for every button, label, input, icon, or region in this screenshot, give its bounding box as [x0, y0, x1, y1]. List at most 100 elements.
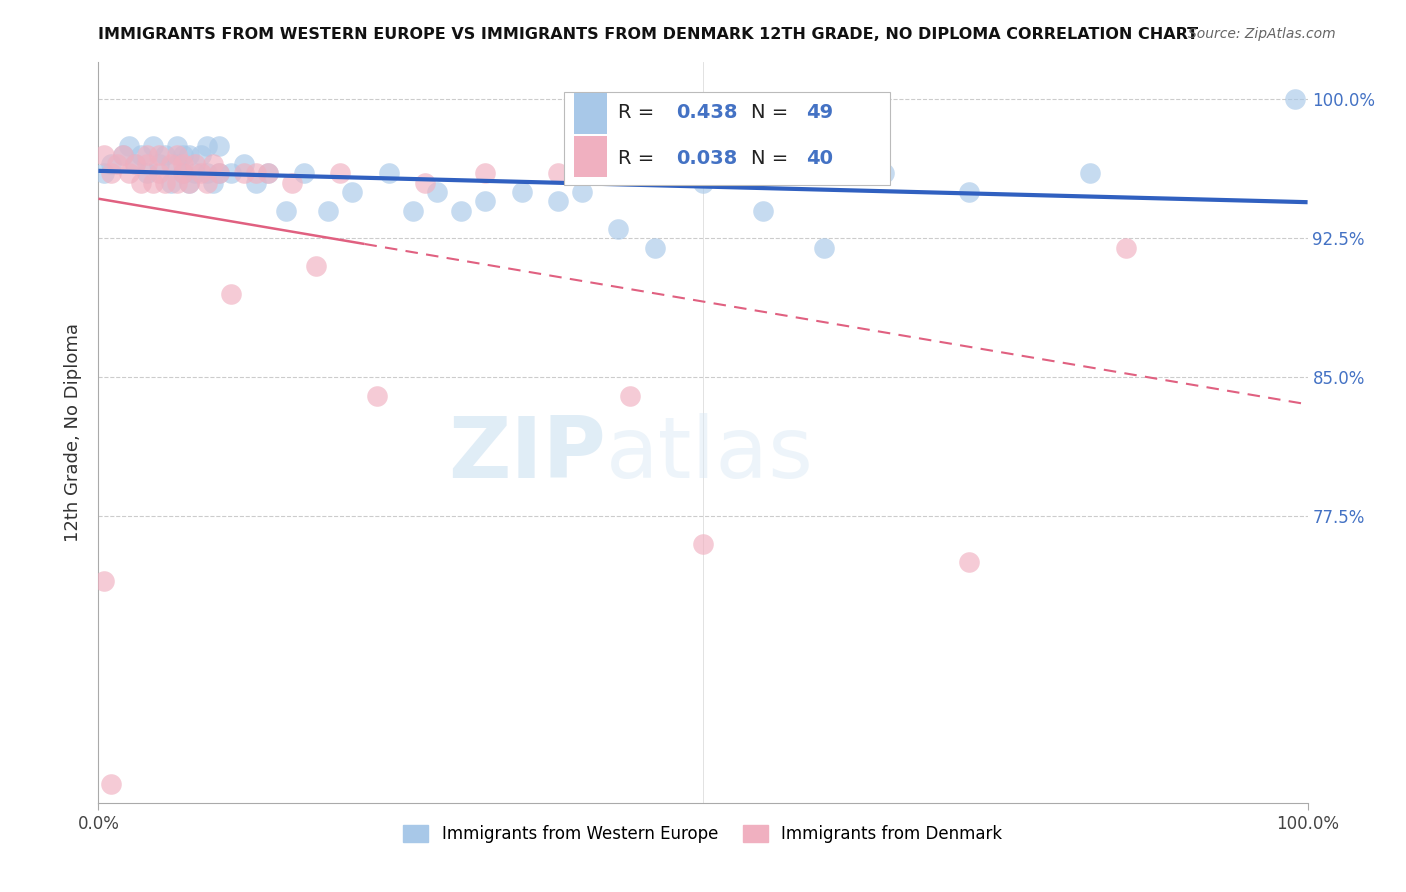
- Point: [148, 166, 170, 180]
- Point: [305, 259, 328, 273]
- Point: [474, 166, 496, 180]
- Point: [100, 157, 122, 171]
- Point: [184, 157, 207, 171]
- Point: [1078, 166, 1101, 180]
- Point: [644, 240, 666, 254]
- Point: [179, 176, 201, 190]
- Point: [274, 203, 297, 218]
- FancyBboxPatch shape: [574, 93, 607, 134]
- Point: [148, 157, 170, 171]
- Point: [256, 166, 278, 180]
- Text: atlas: atlas: [606, 413, 814, 496]
- Point: [377, 166, 399, 180]
- Point: [957, 185, 980, 199]
- Text: 40: 40: [806, 149, 832, 169]
- Point: [281, 176, 304, 190]
- Point: [135, 148, 157, 162]
- Point: [160, 157, 183, 171]
- Point: [195, 138, 218, 153]
- Point: [93, 148, 115, 162]
- Text: 49: 49: [806, 103, 832, 122]
- Point: [166, 176, 188, 190]
- FancyBboxPatch shape: [564, 92, 890, 185]
- Point: [607, 222, 630, 236]
- Point: [179, 176, 201, 190]
- Text: ZIP: ZIP: [449, 413, 606, 496]
- Point: [118, 166, 141, 180]
- Point: [172, 148, 194, 162]
- Point: [195, 166, 218, 180]
- Point: [135, 157, 157, 171]
- Point: [208, 166, 231, 180]
- Text: N =: N =: [751, 103, 794, 122]
- Point: [195, 176, 218, 190]
- Point: [166, 138, 188, 153]
- Point: [124, 157, 146, 171]
- Point: [129, 148, 152, 162]
- Point: [184, 166, 207, 180]
- Point: [166, 157, 188, 171]
- Point: [179, 148, 201, 162]
- Point: [426, 185, 449, 199]
- Point: [474, 194, 496, 209]
- Point: [402, 203, 425, 218]
- Point: [166, 148, 188, 162]
- Point: [135, 166, 157, 180]
- Point: [148, 148, 170, 162]
- Legend: Immigrants from Western Europe, Immigrants from Denmark: Immigrants from Western Europe, Immigran…: [396, 819, 1010, 850]
- Text: N =: N =: [751, 149, 794, 169]
- Text: R =: R =: [619, 149, 661, 169]
- Point: [329, 166, 352, 180]
- Point: [111, 148, 134, 162]
- Point: [172, 166, 194, 180]
- Point: [100, 166, 122, 180]
- Point: [873, 166, 896, 180]
- Point: [316, 203, 339, 218]
- Point: [692, 176, 714, 190]
- Point: [813, 240, 835, 254]
- Point: [245, 166, 267, 180]
- Point: [142, 138, 165, 153]
- Point: [232, 157, 254, 171]
- Text: Source: ZipAtlas.com: Source: ZipAtlas.com: [1188, 27, 1336, 41]
- Point: [93, 166, 115, 180]
- Point: [692, 536, 714, 550]
- Y-axis label: 12th Grade, No Diploma: 12th Grade, No Diploma: [63, 323, 82, 542]
- Point: [172, 157, 194, 171]
- Point: [547, 166, 569, 180]
- Point: [100, 777, 122, 791]
- Point: [547, 194, 569, 209]
- Point: [366, 388, 388, 402]
- Point: [153, 148, 176, 162]
- Point: [221, 166, 243, 180]
- Point: [813, 166, 835, 180]
- Point: [208, 138, 231, 153]
- Point: [118, 138, 141, 153]
- FancyBboxPatch shape: [574, 136, 607, 178]
- Point: [93, 574, 115, 588]
- Point: [111, 148, 134, 162]
- Point: [1115, 240, 1137, 254]
- Point: [202, 176, 225, 190]
- Point: [510, 185, 533, 199]
- Point: [957, 555, 980, 569]
- Point: [292, 166, 315, 180]
- Point: [221, 286, 243, 301]
- Text: 0.438: 0.438: [676, 103, 738, 122]
- Point: [142, 176, 165, 190]
- Point: [190, 148, 212, 162]
- Point: [256, 166, 278, 180]
- Point: [571, 185, 593, 199]
- Point: [202, 157, 225, 171]
- Point: [160, 176, 183, 190]
- Point: [450, 203, 472, 218]
- Point: [413, 176, 436, 190]
- Point: [1284, 92, 1306, 106]
- Point: [342, 185, 364, 199]
- Point: [105, 157, 128, 171]
- Point: [172, 166, 194, 180]
- Point: [208, 166, 231, 180]
- Point: [619, 388, 641, 402]
- Point: [190, 166, 212, 180]
- Point: [124, 157, 146, 171]
